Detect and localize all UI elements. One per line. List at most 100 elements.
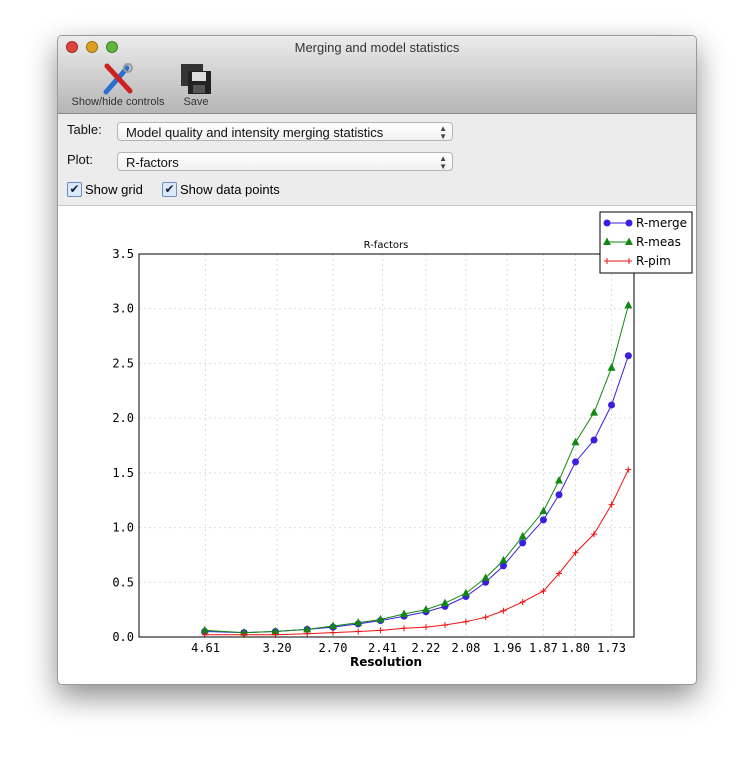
data-point (304, 630, 311, 637)
app-window: Merging and model statistics Show/hide c… (57, 35, 697, 685)
data-point (421, 605, 430, 613)
data-point (461, 588, 470, 597)
data-point (500, 607, 507, 614)
controls-panel: Table: Model quality and intensity mergi… (58, 114, 696, 206)
show-hide-label: Show/hide controls (71, 96, 165, 108)
x-axis-label: Resolution (350, 655, 422, 669)
legend-marker (626, 258, 632, 264)
series-r-pim (201, 466, 632, 638)
data-point (271, 627, 280, 635)
data-point (376, 614, 385, 623)
x-tick-label: 1.96 (493, 641, 522, 655)
x-tick-label: 2.41 (368, 641, 397, 655)
data-point (555, 476, 564, 484)
data-point (400, 609, 409, 618)
x-tick-label: 1.73 (597, 641, 626, 655)
data-point (303, 624, 312, 633)
data-point (519, 539, 527, 547)
legend-label: R-meas (636, 235, 681, 249)
legend-marker (603, 237, 611, 245)
updown-arrows-icon: ▲ ▼ (439, 124, 447, 141)
data-point (200, 625, 209, 634)
show-grid-checkbox[interactable]: ✔ Show grid (67, 182, 143, 197)
data-point (329, 621, 338, 630)
legend-marker (604, 258, 610, 264)
data-point (556, 570, 563, 577)
plot-select-value: R-factors (126, 155, 179, 170)
plot-frame (138, 253, 635, 638)
plot-label: Plot: (67, 152, 94, 167)
data-point (499, 562, 507, 570)
data-point (590, 408, 599, 416)
close-button[interactable] (66, 41, 78, 53)
plot-select[interactable]: R-factors ▲ ▼ (117, 152, 453, 171)
data-point (441, 621, 448, 628)
y-tick-label: 0.5 (112, 575, 134, 589)
data-point (354, 618, 363, 626)
legend-label: R-merge (636, 216, 687, 230)
x-tick-label: 2.22 (412, 641, 441, 655)
show-data-points-label: Show data points (180, 182, 280, 197)
window-title: Merging and model statistics (294, 40, 460, 55)
legend: R-merge R-meas R-pim (599, 211, 693, 274)
y-tick-label: 2.5 (112, 356, 134, 370)
series-line (204, 305, 629, 634)
show-hide-controls-button[interactable]: Show/hide controls (66, 62, 170, 108)
checkmark-icon: ✔ (162, 182, 177, 197)
checkmark-icon: ✔ (67, 182, 82, 197)
data-point (572, 458, 580, 466)
data-point (499, 555, 508, 564)
y-tick-label: 2.0 (112, 411, 134, 425)
data-point (355, 628, 362, 635)
series-line (204, 355, 629, 634)
series-line (204, 469, 629, 636)
save-label: Save (183, 96, 209, 108)
data-point (440, 598, 449, 607)
data-point (422, 624, 429, 631)
data-point (518, 531, 527, 540)
y-tick-label: 3.0 (112, 302, 134, 316)
updown-arrows-icon: ▲ ▼ (439, 154, 447, 171)
data-point (539, 506, 548, 515)
minimize-button[interactable] (86, 41, 98, 53)
legend-marker (603, 219, 611, 227)
data-point (571, 437, 580, 446)
data-point (590, 436, 598, 444)
save-button[interactable]: Save (176, 62, 216, 108)
table-label: Table: (67, 122, 102, 137)
series-r-meas (200, 300, 633, 636)
y-tick-label: 1.5 (112, 466, 134, 480)
data-point (330, 629, 337, 636)
data-point (539, 516, 547, 524)
table-select[interactable]: Model quality and intensity merging stat… (117, 122, 453, 141)
table-select-value: Model quality and intensity merging stat… (126, 125, 384, 140)
chart-title: R-factors (364, 240, 409, 251)
data-point (462, 618, 469, 625)
data-point (519, 598, 526, 605)
y-tick-label: 1.0 (112, 521, 134, 535)
x-tick-label: 4.61 (191, 641, 220, 655)
y-tick-label: 0.0 (112, 630, 134, 644)
data-point (625, 466, 632, 473)
data-point (482, 614, 489, 621)
x-tick-label: 2.70 (319, 641, 348, 655)
x-tick-label: 2.08 (451, 641, 480, 655)
tools-icon (66, 62, 170, 96)
data-point (540, 588, 547, 595)
data-point (608, 501, 615, 508)
y-tick-label: 3.5 (112, 247, 134, 261)
floppy-disk-icon (176, 62, 216, 96)
legend-label: R-pim (636, 254, 671, 268)
x-tick-label: 3.20 (263, 641, 292, 655)
zoom-button[interactable] (106, 41, 118, 53)
legend-marker (625, 219, 633, 227)
legend-marker (625, 237, 633, 245)
r-factors-chart: R-factors Resolution 0.0 0.5 1.0 1.5 2.0 2.5 3… (112, 211, 693, 669)
show-grid-label: Show grid (85, 182, 143, 197)
data-point (377, 627, 384, 634)
x-tick-label: 1.87 (529, 641, 558, 655)
data-point (624, 352, 632, 360)
data-point (607, 363, 616, 371)
show-data-points-checkbox[interactable]: ✔ Show data points (162, 182, 280, 197)
data-point (481, 573, 490, 581)
